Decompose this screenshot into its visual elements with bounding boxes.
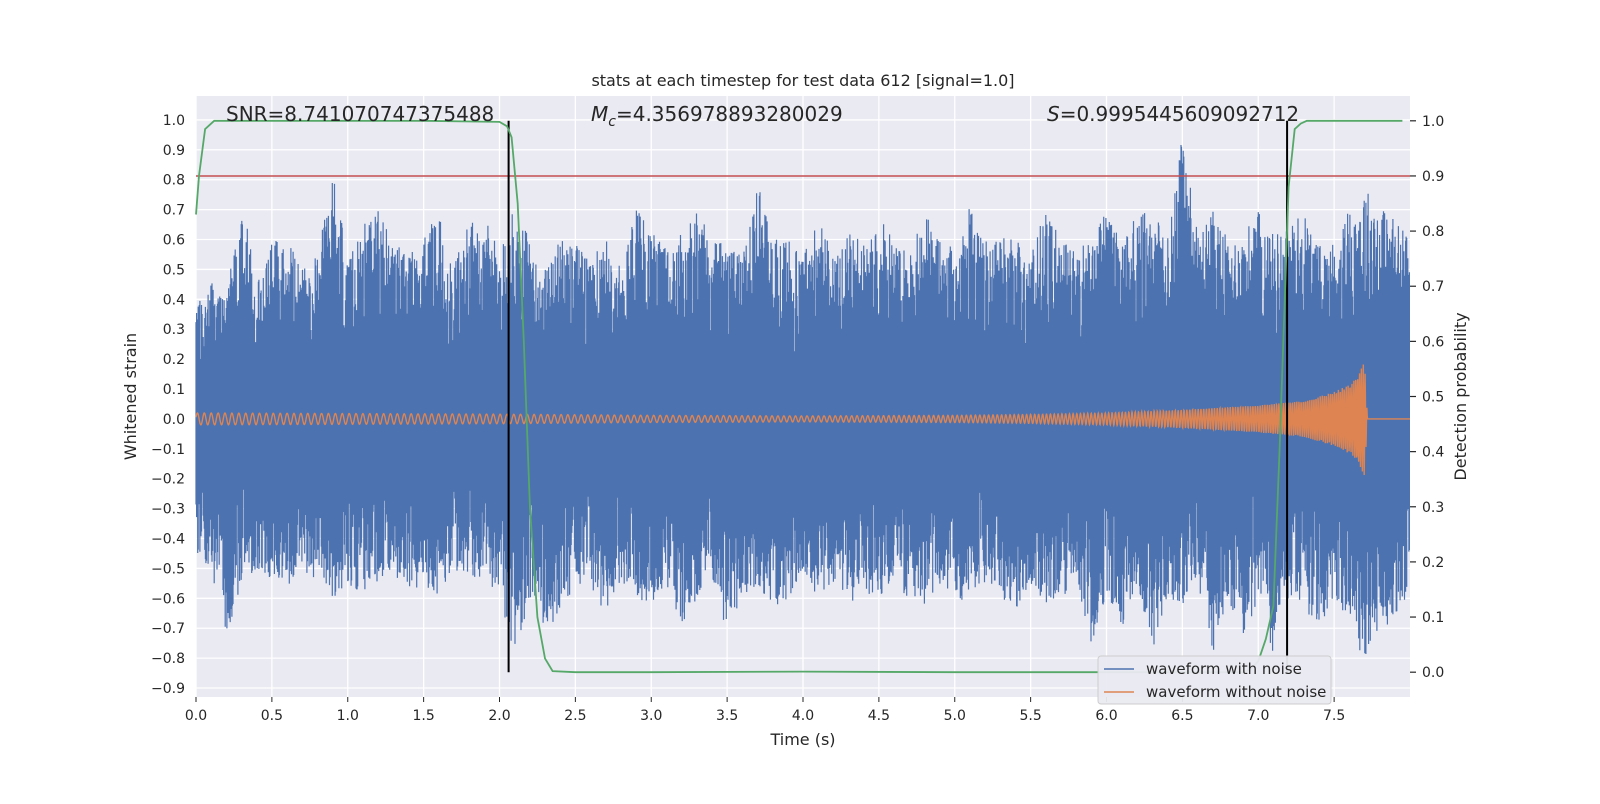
- y-tick-label: 0.9: [163, 143, 185, 159]
- axes: 0.0 0.5 1.0 1.5 2.0 2.5 3.0 3.5 4.0 4.5 5.0 5.5 6.0 6…: [151, 113, 1444, 724]
- y-tick-label: 0.0: [163, 412, 185, 428]
- y-tick-label: −0.9: [151, 681, 185, 697]
- x-axis-label: Time (s): [769, 730, 835, 749]
- y2-tick-label: 0.6: [1422, 334, 1444, 350]
- y2-tick-label: 0.1: [1422, 610, 1444, 626]
- y-tick-label: −0.4: [151, 532, 185, 548]
- y-axis-label: Whitened strain: [121, 333, 140, 460]
- overlay-lines: [195, 119, 1410, 674]
- y-tick-label: −0.1: [151, 442, 185, 458]
- x-tick-label: 5.5: [1019, 708, 1041, 724]
- legend: waveform with noise waveform without noi…: [1097, 655, 1332, 705]
- y-tick-label: 0.4: [163, 292, 185, 308]
- x-tick-label: 0.0: [185, 708, 207, 724]
- y-tick-label: 0.5: [163, 262, 185, 278]
- y2-tick-label: 0.9: [1422, 169, 1444, 185]
- x-tick-label: 7.5: [1323, 708, 1345, 724]
- y-tick-label: 0.6: [163, 233, 185, 249]
- detection-probability-line: [195, 119, 1403, 674]
- y2-tick-label: 0.7: [1422, 279, 1444, 295]
- y2-axis-label: Detection probability: [1451, 312, 1470, 480]
- chirp-mass-symbol: M: [591, 102, 608, 126]
- x-tick-label: 0.5: [261, 708, 283, 724]
- y2-tick-label: 0.8: [1422, 224, 1444, 240]
- y-tick-label: 0.1: [163, 382, 185, 398]
- x-tick-label: 1.0: [337, 708, 359, 724]
- x-tick-label: 3.5: [716, 708, 738, 724]
- score-annotation: S=0.9995445609092712: [1047, 102, 1299, 126]
- y-tick-label: −0.6: [151, 591, 185, 607]
- legend-label-waveform-without-noise: waveform without noise: [1146, 683, 1326, 701]
- chart-title: stats at each timestep for test data 612…: [591, 71, 1014, 90]
- score-symbol: S: [1047, 102, 1060, 126]
- x-tick-label: 3.0: [640, 708, 662, 724]
- x-tick-label: 4.5: [868, 708, 890, 724]
- score-value: =0.9995445609092712: [1060, 102, 1299, 126]
- y-tick-label: −0.2: [151, 472, 185, 488]
- y2-tick-label: 0.4: [1422, 445, 1444, 461]
- chirp-mass-subscript: c: [608, 114, 616, 130]
- y-tick-label: 1.0: [163, 113, 185, 129]
- chirp-mass-annotation: Mc=4.356978893280029: [591, 102, 843, 130]
- y-tick-label: 0.8: [163, 173, 185, 189]
- y-tick-label: −0.7: [151, 621, 185, 637]
- series-waveform-without-noise: [195, 364, 1410, 476]
- x-tick-label: 4.0: [792, 708, 814, 724]
- x-tick-label: 6.0: [1095, 708, 1117, 724]
- y-tick-label: −0.3: [151, 502, 185, 518]
- y2-tick-label: 0.3: [1422, 500, 1444, 516]
- x-tick-label: 6.5: [1171, 708, 1193, 724]
- y-tick-label: 0.7: [163, 203, 185, 219]
- y2-tick-label: 0.0: [1422, 665, 1444, 681]
- y2-tick-label: 1.0: [1422, 114, 1444, 130]
- y-tick-label: 0.2: [163, 352, 185, 368]
- x-tick-label: 5.0: [944, 708, 966, 724]
- legend-label-waveform-with-noise: waveform with noise: [1146, 660, 1302, 678]
- clean-waveform-line: [195, 364, 1410, 476]
- snr-annotation: SNR=8.741070747375488: [226, 102, 494, 126]
- x-tick-label: 1.5: [412, 708, 434, 724]
- legend-box: [1097, 655, 1332, 705]
- chirp-mass-value: =4.356978893280029: [616, 102, 843, 126]
- y2-tick-label: 0.2: [1422, 555, 1444, 571]
- x-tick-label: 7.0: [1247, 708, 1269, 724]
- x-tick-label: 2.0: [488, 708, 510, 724]
- y-tick-label: 0.3: [163, 322, 185, 338]
- y-tick-label: −0.8: [151, 651, 185, 667]
- x-tick-label: 2.5: [564, 708, 586, 724]
- y2-tick-label: 0.5: [1422, 390, 1444, 406]
- y-tick-label: −0.5: [151, 561, 185, 577]
